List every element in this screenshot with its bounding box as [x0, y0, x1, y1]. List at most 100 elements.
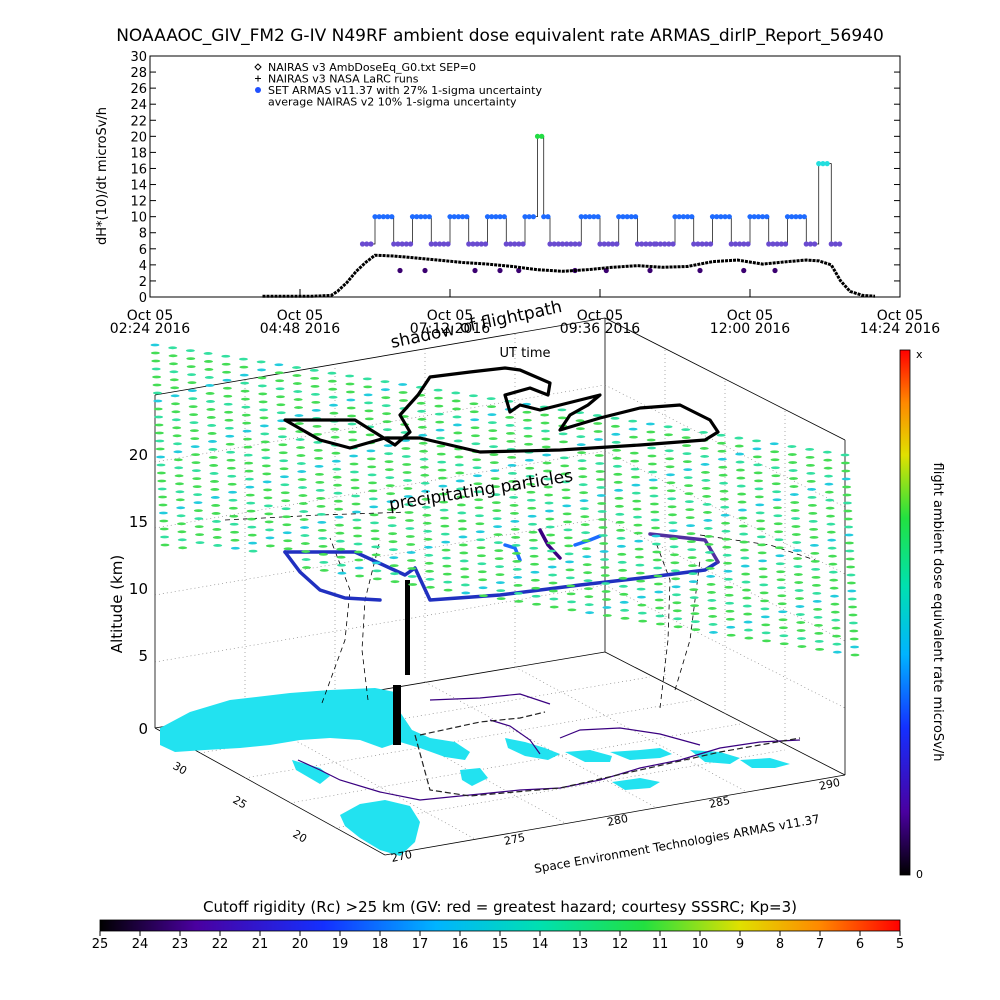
precip-particle-mark: [222, 378, 232, 382]
precip-particle-mark: [740, 556, 750, 560]
precip-particle-mark: [540, 429, 550, 433]
rigidity-tick-label: 22: [212, 937, 229, 952]
precip-particle-mark: [208, 448, 218, 451]
precip-particle-mark: [792, 549, 802, 552]
precip-particle-mark: [805, 455, 815, 459]
precip-particle-mark: [813, 615, 823, 619]
precip-particle-mark: [708, 615, 718, 618]
precip-particle-mark: [262, 480, 272, 484]
precip-particle-mark: [156, 463, 166, 467]
precip-particle-mark: [238, 357, 248, 361]
precip-particle-mark: [595, 462, 605, 465]
precip-particle-mark: [168, 362, 178, 366]
precip-particle-mark: [598, 534, 608, 537]
precip-particle-mark: [667, 497, 677, 501]
precip-particle-mark: [472, 466, 482, 470]
precip-particle-mark: [841, 477, 851, 481]
lon-tick-275: 275: [503, 831, 526, 848]
precip-particle-mark: [451, 399, 461, 403]
precip-particle-mark: [849, 637, 859, 641]
precip-particle-mark: [176, 522, 186, 526]
precip-particle-mark: [596, 478, 606, 481]
precip-particle-mark: [579, 507, 589, 511]
precip-particle-mark: [690, 620, 700, 624]
precip-particle-mark: [752, 447, 762, 451]
precip-particle-mark: [772, 490, 782, 494]
precip-particle-mark: [152, 375, 162, 379]
precip-particle-mark: [684, 492, 694, 496]
armas-data-point: [624, 214, 630, 220]
precip-particle-mark: [630, 459, 640, 463]
precip-particle-mark: [704, 543, 714, 546]
precip-particle-mark: [281, 499, 291, 503]
precip-particle-mark: [264, 520, 274, 524]
precip-particle-mark: [330, 427, 340, 431]
precip-particle-mark: [687, 556, 697, 560]
precip-particle-mark: [542, 461, 552, 465]
precip-particle-mark: [655, 606, 665, 610]
precip-particle-mark: [495, 581, 505, 584]
precip-particle-mark: [825, 498, 835, 502]
precip-particle-mark: [737, 508, 747, 512]
precip-particle-mark: [797, 645, 807, 648]
precip-particle-mark: [282, 523, 292, 527]
precip-particle-mark: [263, 496, 273, 500]
precip-particle-mark: [530, 562, 540, 566]
precip-particle-mark: [666, 489, 676, 493]
precip-particle-mark: [332, 475, 342, 479]
precip-particle-mark: [319, 560, 329, 564]
armas-data-point: [426, 214, 432, 220]
precip-particle-mark: [274, 363, 284, 367]
precip-particle-mark: [618, 584, 628, 588]
precip-particle-mark: [601, 590, 611, 593]
precip-particle-mark: [789, 493, 799, 496]
precip-particle-mark: [213, 544, 223, 547]
precip-particle-mark: [599, 542, 609, 545]
precip-particle-mark: [567, 600, 577, 604]
precip-particle-mark: [195, 533, 205, 537]
altitude-axis-label: Altitude (km): [108, 555, 126, 653]
precip-particle-mark: [824, 490, 834, 494]
precip-particle-mark: [526, 498, 536, 502]
precip-particle-mark: [155, 447, 165, 451]
precip-particle-mark: [346, 406, 356, 410]
altitude-tick-5: 5: [138, 647, 148, 665]
precip-particle-mark: [648, 470, 658, 474]
precip-particle-mark: [525, 474, 535, 478]
precip-particle-mark: [283, 539, 293, 543]
precip-particle-mark: [789, 485, 799, 488]
precip-particle-mark: [436, 444, 446, 448]
precip-particle-mark: [761, 623, 771, 627]
precip-particle-mark: [402, 463, 412, 466]
precip-particle-mark: [309, 368, 319, 372]
precip-particle-mark: [242, 421, 252, 425]
precip-particle-mark: [611, 440, 621, 444]
precip-particle-mark: [846, 565, 856, 569]
precip-particle-mark: [593, 422, 603, 425]
precip-particle-mark: [313, 440, 323, 444]
precip-particle-mark: [843, 509, 853, 513]
precip-particle-mark: [333, 499, 343, 503]
precip-particle-mark: [186, 365, 196, 369]
precip-particle-mark: [384, 468, 394, 472]
precip-particle-mark: [576, 435, 586, 439]
precip-particle-mark: [545, 517, 555, 521]
armas-data-point: [445, 241, 451, 247]
precip-particle-mark: [563, 520, 573, 524]
precip-particle-mark: [496, 597, 506, 600]
precip-particle-mark: [811, 575, 821, 579]
armas-data-point: [695, 241, 701, 247]
precip-particle-mark: [441, 556, 451, 560]
precip-particle-mark: [336, 547, 346, 551]
precip-particle-mark: [699, 447, 709, 450]
precip-particle-mark: [277, 435, 287, 439]
precip-particle-mark: [388, 540, 398, 544]
precip-particle-mark: [653, 582, 663, 586]
precip-particle-mark: [739, 532, 749, 536]
precip-particle-mark: [417, 425, 427, 429]
precip-particle-mark: [472, 474, 482, 478]
armas-data-point: [812, 241, 818, 247]
precip-particle-mark: [457, 519, 467, 523]
precip-particle-mark: [725, 609, 735, 613]
precip-particle-mark: [795, 613, 805, 616]
